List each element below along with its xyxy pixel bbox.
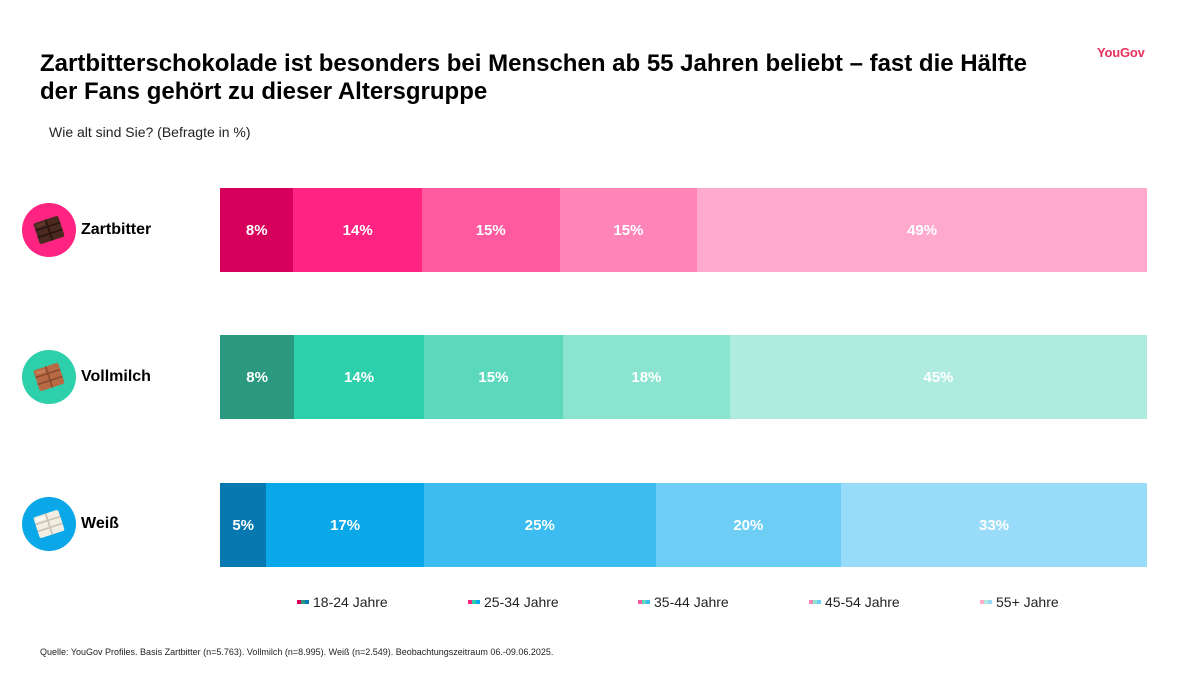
legend-label: 18-24 Jahre: [313, 594, 388, 610]
row-label-3: Weiß: [22, 496, 119, 552]
bar-segment: 20%: [655, 483, 842, 567]
legend-swatch: [980, 600, 992, 604]
row-icon-circle: [22, 203, 76, 257]
row-icon-circle: [22, 497, 76, 551]
yougov-logo: YouGov: [1097, 45, 1145, 60]
legend-item: 18-24 Jahre: [297, 594, 388, 610]
legend-item: 45-54 Jahre: [809, 594, 900, 610]
bar-segment: 18%: [562, 335, 730, 419]
legend-swatch: [638, 600, 650, 604]
legend-label: 35-44 Jahre: [654, 594, 729, 610]
bar-segment: 8%: [220, 188, 294, 272]
chart-subtitle: Wie alt sind Sie? (Befragte in %): [49, 124, 251, 140]
chart-title: Zartbitterschokolade ist besonders bei M…: [40, 50, 1027, 105]
category-label: Vollmilch: [81, 368, 151, 385]
legend-swatch: [809, 600, 821, 604]
row-label-1: Zartbitter: [22, 202, 151, 258]
row-icon-circle: [22, 350, 76, 404]
legend-item: 35-44 Jahre: [638, 594, 729, 610]
category-label: Weiß: [81, 515, 119, 532]
chart-legend: 18-24 Jahre 25-34 Jahre 35-44 Jahre 45-54 J…: [0, 594, 1200, 612]
source-note: Quelle: YouGov Profiles. Basis Zartbitte…: [40, 647, 554, 657]
legend-label: 25-34 Jahre: [484, 594, 559, 610]
bar-segment: 45%: [729, 335, 1147, 419]
category-label: Zartbitter: [81, 221, 152, 238]
stacked-bar: 8% 14% 15% 15% 49%: [220, 188, 1147, 272]
legend-item: 25-34 Jahre: [468, 594, 559, 610]
legend-label: 55+ Jahre: [996, 594, 1059, 610]
bar-segment: 15%: [559, 188, 698, 272]
bar-segment: 14%: [293, 188, 422, 272]
legend-swatch: [297, 600, 309, 604]
bar-segment: 8%: [220, 335, 295, 419]
bar-segment: 33%: [841, 483, 1147, 567]
stacked-bar: 5% 17% 25% 20% 33%: [220, 483, 1147, 567]
bar-segment: 14%: [294, 335, 424, 419]
bar-segment: 25%: [423, 483, 656, 567]
bar-segment: 15%: [423, 335, 563, 419]
row-label-2: Vollmilch: [22, 349, 151, 405]
bar-segment: 5%: [220, 483, 267, 567]
legend-label: 45-54 Jahre: [825, 594, 900, 610]
legend-item: 55+ Jahre: [980, 594, 1059, 610]
bar-segment: 15%: [421, 188, 560, 272]
legend-swatch: [468, 600, 480, 604]
bar-segment: 49%: [697, 188, 1147, 272]
stacked-bar: 8% 14% 15% 18% 45%: [220, 335, 1147, 419]
bar-segment: 17%: [266, 483, 424, 567]
